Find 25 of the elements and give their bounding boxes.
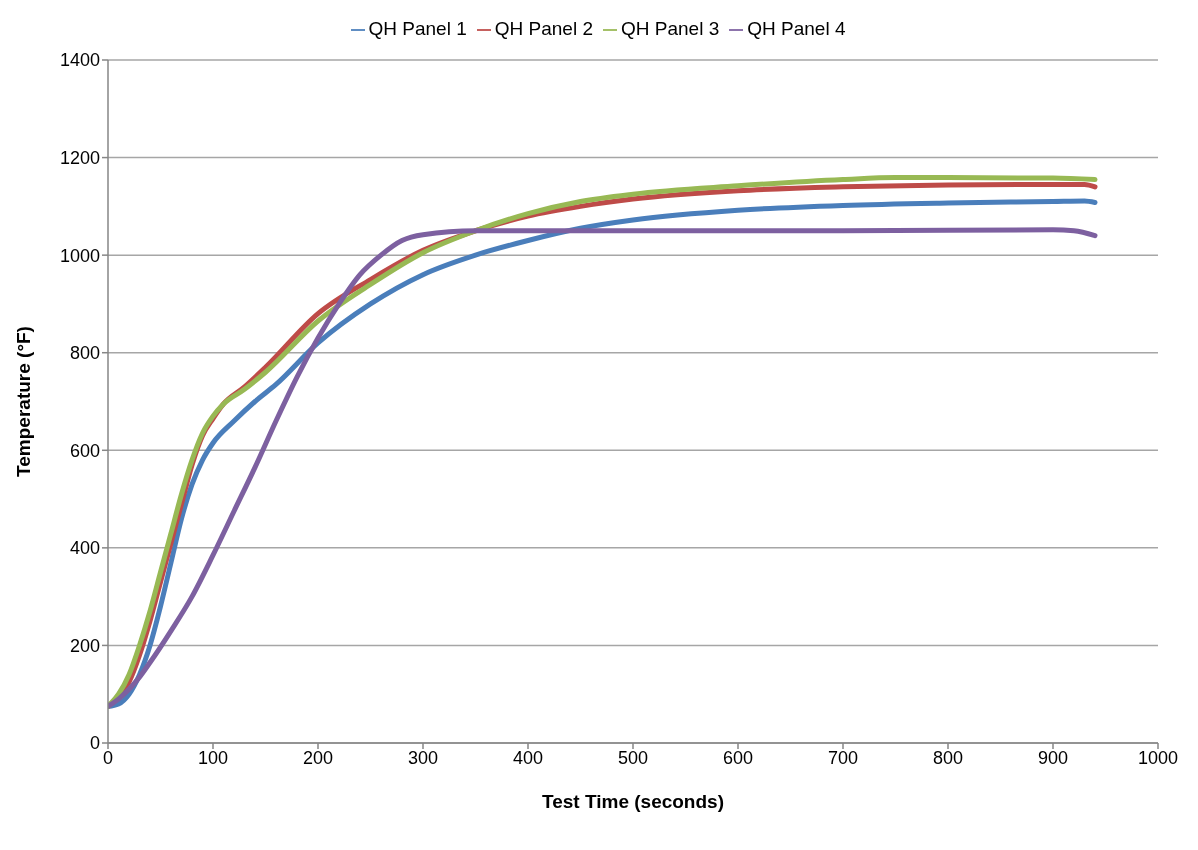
x-tick-label: 800	[932, 747, 964, 768]
legend-label: QH Panel 1	[368, 18, 467, 39]
x-axis-title: Test Time (seconds)	[542, 791, 724, 812]
x-tick-label: 600	[722, 747, 754, 768]
x-tick-label: 300	[407, 747, 439, 768]
legend-label: QH Panel 4	[747, 18, 846, 39]
y-tick-label: 1000	[59, 245, 100, 266]
x-tick-label: 200	[302, 747, 334, 768]
y-tick-label: 0	[89, 733, 100, 754]
legend-label: QH Panel 3	[621, 18, 720, 39]
y-tick-label: 1400	[59, 50, 100, 71]
y-tick-label: 200	[69, 635, 100, 656]
x-tick-label: 500	[617, 747, 649, 768]
y-tick-label: 800	[69, 343, 100, 364]
x-tick-label: 400	[512, 747, 544, 768]
x-tick-label: 700	[827, 747, 859, 768]
y-tick-label: 600	[69, 440, 100, 461]
x-tick-label: 900	[1037, 747, 1069, 768]
legend-label: QH Panel 2	[494, 18, 593, 39]
y-axis-title: Temperature (°F)	[12, 326, 34, 477]
y-tick-label: 1200	[59, 147, 100, 168]
x-tick-label: 0	[102, 747, 114, 768]
x-tick-label: 1000	[1137, 747, 1179, 768]
y-tick-label: 400	[69, 538, 100, 559]
x-tick-label: 100	[197, 747, 229, 768]
